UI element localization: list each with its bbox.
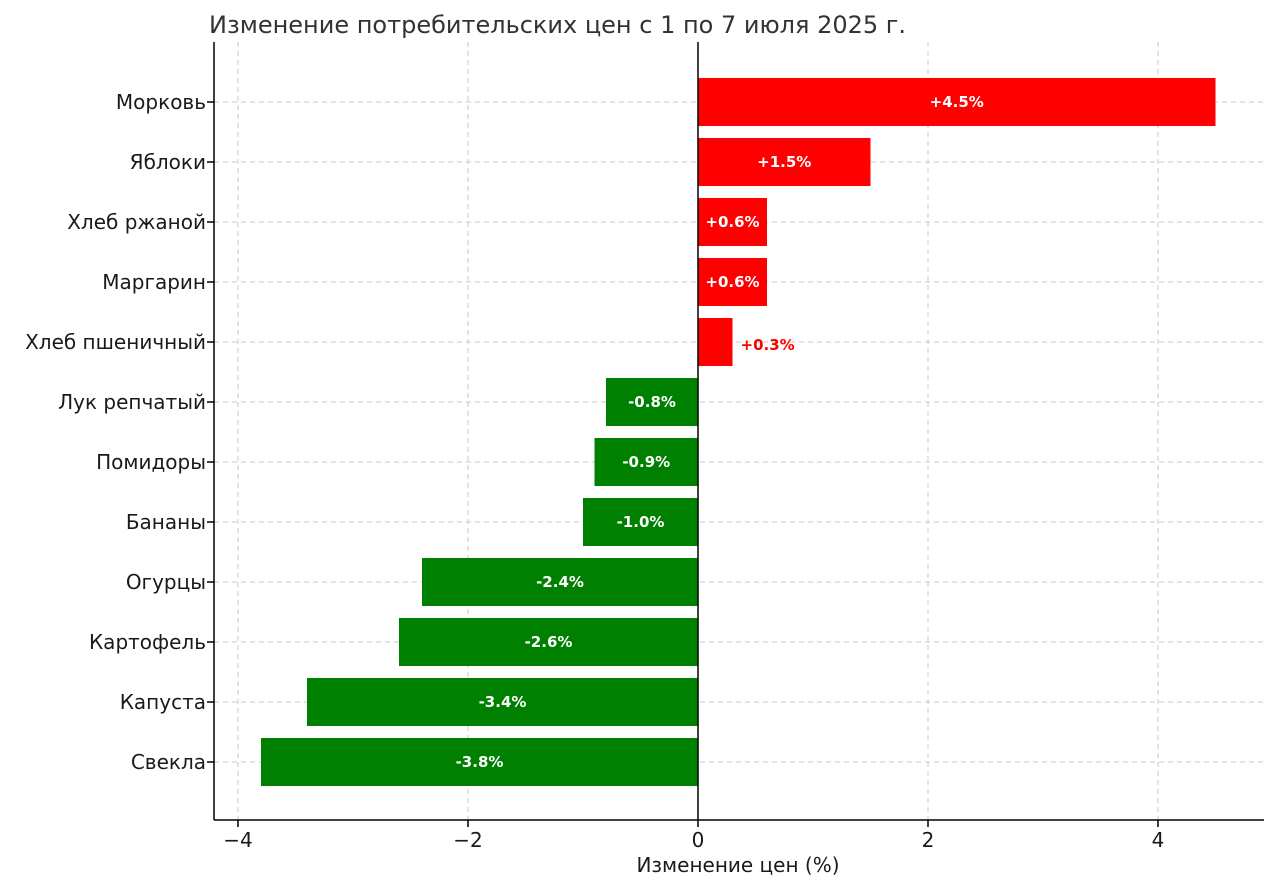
bar: [698, 318, 733, 366]
category-label: Яблоки: [130, 150, 206, 174]
bar-value-label: -0.9%: [622, 453, 670, 471]
bar-value-label: -0.8%: [628, 393, 676, 411]
x-tick-label: −4: [223, 828, 252, 852]
category-labels: Морковь Яблоки Хлеб ржаной Маргарин Хлеб пше…: [25, 90, 206, 774]
x-axis-label: Изменение цен (%): [636, 853, 839, 877]
chart-title: Изменение потребительских цен с 1 по 7 и…: [209, 11, 906, 39]
x-tick-label: −2: [453, 828, 482, 852]
bar-value-label: -2.4%: [536, 573, 584, 591]
category-label: Морковь: [116, 90, 206, 114]
bar: [698, 78, 1216, 126]
bar-value-label: -3.4%: [479, 693, 527, 711]
bar-value-label: -1.0%: [617, 513, 665, 531]
bar: [422, 558, 698, 606]
category-label: Хлеб ржаной: [67, 210, 206, 234]
x-tick-label: 4: [1152, 828, 1165, 852]
bars: [261, 78, 1216, 786]
category-label: Картофель: [89, 630, 206, 654]
bar: [606, 378, 698, 426]
bar: [399, 618, 698, 666]
bar: [583, 498, 698, 546]
category-label: Бананы: [126, 510, 206, 534]
category-label: Свекла: [131, 750, 206, 774]
category-label: Хлеб пшеничный: [25, 330, 206, 354]
category-label: Капуста: [120, 690, 206, 714]
category-label: Огурцы: [126, 570, 206, 594]
x-tick-label: 2: [922, 828, 935, 852]
x-tick-label: 0: [692, 828, 705, 852]
bar: [698, 198, 767, 246]
category-label: Помидоры: [96, 450, 206, 474]
x-ticks: −4 −2 0 2 4: [207, 101, 1165, 852]
category-label: Лук репчатый: [58, 390, 206, 414]
bar: [594, 438, 698, 486]
axes-frame: [213, 42, 1264, 821]
category-label: Маргарин: [102, 270, 206, 294]
bar-value-label: -3.8%: [456, 753, 504, 771]
bar-value-label: +0.3%: [741, 336, 795, 354]
bar-value-label: +0.6%: [705, 213, 759, 231]
bar: [307, 678, 698, 726]
bar-value-label: +0.6%: [705, 273, 759, 291]
bar: [261, 738, 698, 786]
bar: [698, 138, 871, 186]
bar-value-label: -2.6%: [525, 633, 573, 651]
bar-value-label: +4.5%: [930, 93, 984, 111]
bar-value-label: +1.5%: [757, 153, 811, 171]
bar-labels: +4.5% +1.5% +0.6% +0.6% +0.3% -0.8% -0.9% -1.0%…: [456, 93, 984, 771]
bar: [698, 258, 767, 306]
